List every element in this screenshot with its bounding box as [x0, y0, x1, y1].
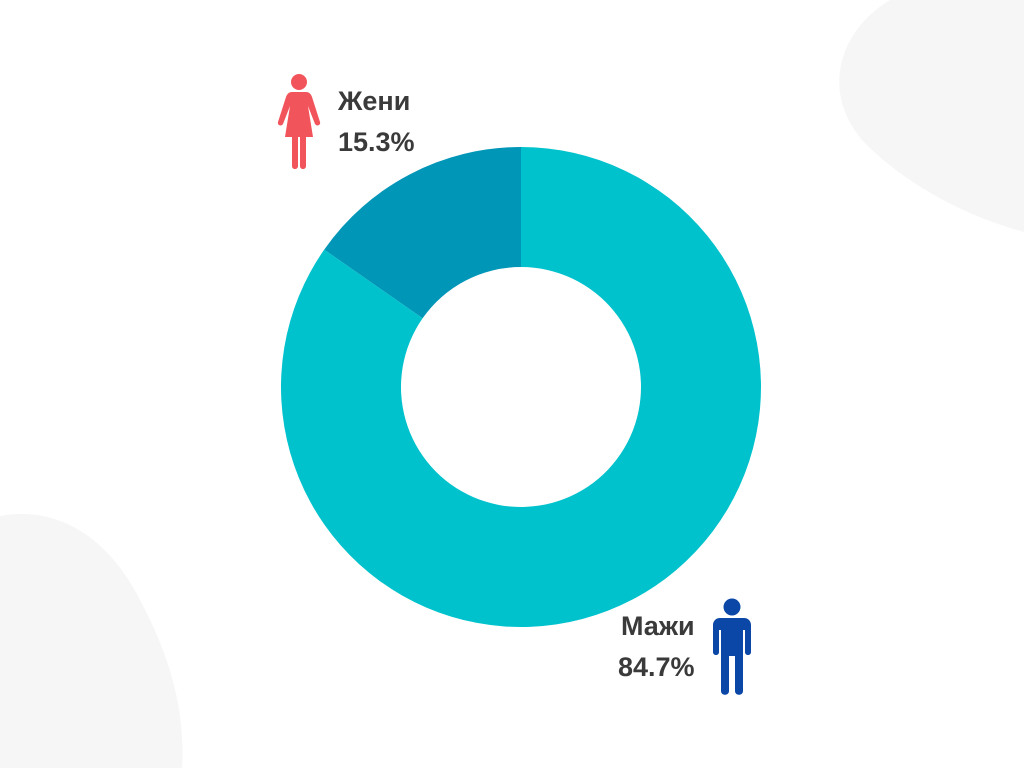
bg-blob-bottom-left [0, 513, 183, 768]
male-figure-icon [712, 598, 751, 695]
bg-blob-top-right [839, 0, 1024, 232]
female-figure-icon [277, 74, 321, 169]
donut-slice-men [281, 147, 761, 627]
legend-women-label: Жени [338, 86, 411, 116]
donut-slice-women [324, 147, 521, 319]
legend-women-value: 15.3% [338, 127, 415, 157]
legend-men-label: Мажи [620, 611, 695, 641]
legend-women: Жени 15.3% [277, 74, 415, 170]
legend-men: Мажи 84.7% [618, 598, 753, 696]
legend-men-value: 84.7% [618, 652, 695, 682]
